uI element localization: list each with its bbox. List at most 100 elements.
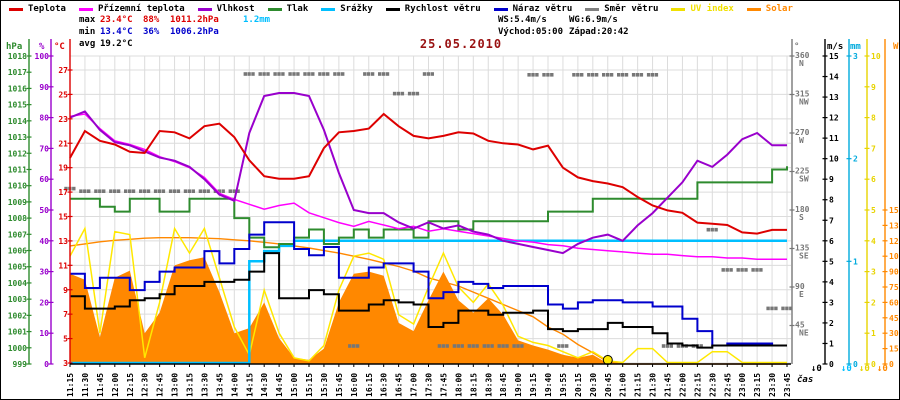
- axis-unit-wind: m/s: [827, 42, 843, 52]
- series-wind-direction-mark: [437, 344, 442, 348]
- legend-label-wind-speed: Rychlost větru: [404, 4, 481, 14]
- series-wind-direction-mark: [774, 306, 778, 311]
- axis-tick-label-humidity: 80: [39, 114, 49, 123]
- axis-tick-label-temperature: 15: [58, 213, 68, 222]
- x-axis-time-label: 12:45: [156, 373, 165, 397]
- x-axis-time-label: 16:15: [365, 373, 374, 397]
- series-wind-direction-mark: [337, 72, 341, 76]
- series-wind-direction-mark: [467, 344, 471, 348]
- series-wind-direction-mark: [527, 73, 531, 77]
- series-wind-direction-mark: [396, 91, 401, 96]
- series-wind-direction-mark: [572, 73, 576, 77]
- x-axis-time-label: 18:30: [484, 373, 493, 397]
- x-axis-time-label: 16:45: [395, 373, 404, 397]
- axis-tick-label-solar: 750: [889, 283, 900, 292]
- axis-tick-label-direction: 315: [795, 90, 810, 99]
- stat-avg-temperature: 19.2°C: [100, 39, 133, 49]
- series-wind-direction-mark: [94, 189, 98, 193]
- x-axis-time-label: 14:00: [230, 373, 239, 397]
- series-wind-direction-mark: [497, 344, 501, 348]
- series-wind-direction-mark: [381, 72, 386, 76]
- series-wind-direction-mark: [172, 189, 177, 193]
- legend-item-wind-speed: Rychlost větru: [385, 4, 481, 14]
- series-wind-direction-mark: [620, 73, 625, 77]
- series-wind-direction-mark: [341, 72, 345, 76]
- x-axis-time-label: 14:30: [260, 373, 269, 397]
- series-wind-direction-mark: [669, 344, 673, 348]
- axis-tick-label-pressure: 1009: [8, 198, 27, 207]
- series-wind-direction-mark: [296, 72, 300, 76]
- series-wind-direction-mark: [87, 189, 91, 193]
- axis-tick-label-wind: 15: [829, 52, 839, 61]
- axis-unit-humidity: %: [39, 42, 45, 52]
- axis-tick-label-pressure: 1002: [8, 311, 27, 320]
- axis-unit-direction: °: [794, 42, 799, 52]
- series-wind-direction-mark: [441, 344, 445, 348]
- series-wind-direction-mark: [531, 73, 535, 77]
- legend-item-uv-index: UV index: [671, 4, 734, 14]
- axis-tick-label-precip: 0: [853, 360, 858, 369]
- axis-tick-label-uv: 9: [871, 83, 876, 92]
- series-wind-direction-mark: [602, 73, 606, 77]
- series-wind-direction-mark: [251, 72, 255, 76]
- series-wind-direction-mark: [161, 189, 166, 193]
- series-wind-direction-mark: [247, 72, 251, 76]
- series-wind-direction-mark: [273, 72, 277, 76]
- legend-label-humidity: Vlhkost: [216, 4, 255, 14]
- x-axis-time-label: 14:45: [275, 373, 284, 397]
- chart-date: 25.05.2010: [419, 37, 503, 51]
- series-wind-direction-mark: [307, 72, 311, 76]
- x-axis-time-label: 23:15: [753, 373, 762, 397]
- x-axis-time-label: 19:40: [544, 373, 553, 397]
- series-wind-gust: [70, 221, 787, 347]
- x-axis-time-label: 17:30: [425, 373, 434, 397]
- series-wind-direction-mark: [475, 344, 479, 348]
- series-wind-direction-mark: [109, 189, 113, 193]
- axis-zero-indicator-2: ↓0: [859, 364, 870, 374]
- x-axis-time-label: 19:15: [529, 373, 538, 397]
- axis-tick-label-pressure: 1014: [8, 117, 27, 126]
- series-wind-direction-mark: [606, 73, 610, 77]
- series-wind-direction-mark: [580, 73, 584, 77]
- axis-tick-label-wind: 0: [829, 360, 834, 369]
- series-precipitation: [70, 239, 787, 365]
- series-wind-direction-mark: [98, 189, 102, 193]
- axis-tick-label-precip: 3: [853, 52, 858, 61]
- legend-swatch-wind-speed: [385, 7, 400, 11]
- axis-tick-label-wind: 9: [829, 175, 834, 184]
- axis-tick-label-humidity: 0: [44, 360, 49, 369]
- axis-tick-label-pressure: 1001: [8, 328, 27, 337]
- axis-tick-label-temperature: 7: [63, 310, 68, 319]
- legend-swatch-pressure: [267, 7, 282, 11]
- x-axis-time-label: 22:15: [693, 373, 702, 397]
- stat-sunset: Západ:20:42: [569, 27, 629, 37]
- series-humidity: [69, 92, 787, 255]
- axis-tick-label-humidity: 20: [39, 298, 49, 307]
- series-wind-direction-mark: [781, 306, 785, 311]
- legend-swatch-temperature: [9, 7, 23, 11]
- series-wind-direction-mark: [217, 189, 221, 193]
- series-wind-direction-mark: [639, 73, 644, 77]
- series-wind-direction-mark: [72, 186, 76, 191]
- series-wind-direction-mark: [262, 72, 266, 76]
- series-wind-direction-mark: [183, 189, 188, 193]
- axis-tick-label-solar: 450: [889, 314, 900, 323]
- x-axis-time-label: 12:30: [141, 373, 150, 397]
- series-wind-direction-mark: [311, 72, 315, 76]
- axis-tick-label-uv: 1: [871, 329, 876, 338]
- axis-tick-label-wind: 5: [829, 257, 834, 266]
- series-wind-direction-mark: [710, 227, 714, 232]
- axis-unit-temperature: °C: [54, 42, 65, 52]
- axis-tick-label-uv: 6: [871, 175, 876, 184]
- axis-tick-label-direction: 135: [795, 244, 810, 253]
- series-wind-direction-mark: [258, 72, 262, 76]
- x-axis-time-label: 15:30: [320, 373, 329, 397]
- axis-tick-label-uv: 3: [871, 268, 876, 277]
- x-axis-time-label: 18:45: [499, 373, 508, 397]
- series-wind-direction-mark: [228, 189, 232, 193]
- axis-tick-label-humidity: 60: [39, 175, 49, 184]
- sunset-marker: [602, 355, 613, 365]
- series-wind-direction-mark: [232, 189, 236, 193]
- series-wind-direction-mark: [445, 344, 449, 348]
